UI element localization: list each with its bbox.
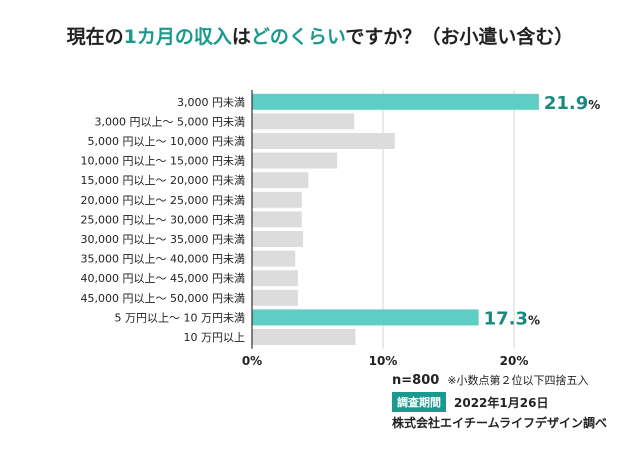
data-source: 株式会社エイチームライフデザイン調べ bbox=[392, 416, 608, 430]
title-part-3: は bbox=[231, 26, 251, 48]
bar bbox=[252, 329, 356, 345]
bar bbox=[252, 231, 304, 247]
survey-date: 2022年1月26日 bbox=[454, 395, 549, 410]
title-part-1: 現在の bbox=[66, 26, 124, 48]
category-label: 45,000 円以上～ 50,000 円未満 bbox=[81, 292, 245, 305]
category-label: 30,000 円以上～ 35,000 円未満 bbox=[81, 233, 245, 246]
bar bbox=[252, 309, 479, 326]
category-label: 5,000 円以上～ 10,000 円未満 bbox=[88, 135, 245, 148]
data-label-number: 17.3 bbox=[484, 308, 528, 329]
chart-title: 現在の1カ月の収入はどのくらいですか？（お小遣い含む） bbox=[0, 22, 640, 49]
category-label: 25,000 円以上～ 30,000 円未満 bbox=[81, 213, 245, 226]
survey-period-badge: 調査期間 bbox=[392, 392, 446, 412]
data-label: 17.3% bbox=[484, 308, 540, 329]
category-label: 10,000 円以上～ 15,000 円未満 bbox=[81, 155, 245, 168]
bar bbox=[252, 270, 298, 287]
bar bbox=[252, 133, 395, 149]
category-label: 3,000 円以上～ 5,000 円未満 bbox=[95, 115, 245, 128]
bar bbox=[252, 250, 296, 267]
title-part-4-accent: どのくらい bbox=[250, 26, 346, 48]
sample-note: n=800 ※小数点第２位以下四捨五入 bbox=[392, 372, 589, 388]
data-label: 21.9% bbox=[544, 93, 600, 114]
title-part-2-accent: 1カ月の収入 bbox=[123, 26, 232, 48]
rounding-note: ※小数点第２位以下四捨五入 bbox=[447, 374, 589, 387]
title-part-5: ですか？（お小遣い含む） bbox=[345, 26, 574, 48]
x-tick-label: 20% bbox=[500, 354, 529, 368]
bar bbox=[252, 289, 298, 306]
category-label: 10 万円以上 bbox=[184, 331, 246, 344]
bar bbox=[252, 211, 302, 228]
category-label: 35,000 円以上～ 40,000 円未満 bbox=[81, 253, 245, 266]
x-tick-label: 0% bbox=[242, 354, 262, 368]
category-label: 15,000 円以上～ 20,000 円未満 bbox=[81, 174, 245, 187]
data-label-unit: % bbox=[588, 98, 600, 112]
bar bbox=[252, 191, 302, 208]
bar bbox=[252, 113, 355, 130]
category-label: 3,000 円未満 bbox=[177, 96, 245, 109]
category-label: 40,000 円以上～ 45,000 円未満 bbox=[81, 272, 245, 285]
category-label: 5 万円以上～ 10 万円未満 bbox=[115, 311, 246, 324]
data-label-unit: % bbox=[528, 313, 540, 327]
bar bbox=[252, 172, 309, 189]
category-label: 20,000 円以上～ 25,000 円未満 bbox=[81, 194, 245, 207]
data-label-number: 21.9 bbox=[544, 93, 588, 114]
bar bbox=[252, 93, 539, 110]
bar bbox=[252, 152, 338, 169]
survey-period: 調査期間 2022年1月26日 bbox=[392, 392, 548, 412]
sample-size: n=800 bbox=[392, 373, 440, 388]
x-tick-label: 10% bbox=[369, 354, 398, 368]
